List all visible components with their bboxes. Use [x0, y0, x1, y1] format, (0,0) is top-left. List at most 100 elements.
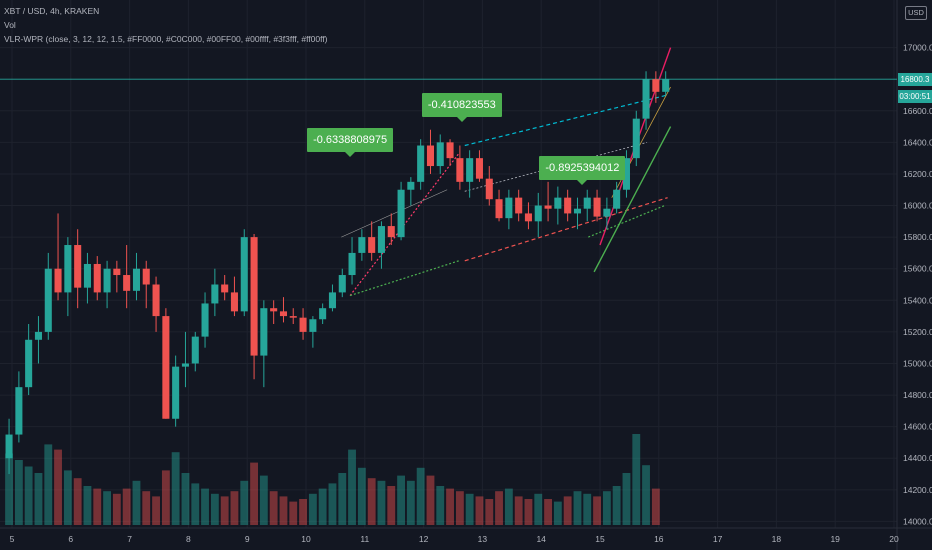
price-tick-label: 15200.0 — [903, 327, 932, 337]
volume-bar — [553, 501, 562, 525]
volume-bar — [318, 488, 327, 525]
candle-body — [652, 79, 660, 92]
volume-bar — [465, 493, 474, 525]
candle-body — [250, 237, 258, 356]
price-tick-label: 17000.0 — [903, 43, 932, 53]
callout-label: -0.410823553 — [421, 92, 502, 122]
candle-body — [554, 197, 562, 209]
volume-bar — [132, 480, 141, 525]
channel-line — [593, 126, 672, 273]
candle-body — [417, 145, 425, 182]
volume-bar — [328, 483, 337, 525]
symbol-title[interactable]: XBT / USD, 4h, KRAKEN — [4, 6, 100, 16]
candle-body — [583, 197, 591, 209]
candle-body — [230, 292, 238, 312]
candle-body — [270, 308, 278, 312]
time-tick-label: 10 — [301, 534, 311, 544]
countdown-tag: 03:00:51 — [898, 90, 932, 103]
volume-bars — [5, 434, 660, 525]
candle-body — [397, 189, 405, 238]
price-tick-label: 15000.0 — [903, 358, 932, 368]
volume-bar — [377, 480, 386, 525]
candle-body — [456, 158, 464, 182]
candle-body — [534, 205, 542, 222]
candle-body — [368, 237, 376, 253]
regression-channels — [0, 47, 897, 297]
price-tick-label: 15400.0 — [903, 295, 932, 305]
time-tick-label: 9 — [245, 534, 250, 544]
channel-line — [464, 197, 668, 262]
volume-bar — [5, 453, 13, 525]
time-tick-label: 7 — [127, 534, 132, 544]
volume-bar — [455, 491, 464, 525]
candle-body — [407, 181, 415, 190]
time-tick-label: 20 — [889, 534, 899, 544]
volume-bar — [397, 475, 405, 525]
time-tick-label: 16 — [654, 534, 664, 544]
volume-bar — [54, 449, 62, 525]
candle-body — [74, 245, 82, 288]
volume-bar — [191, 483, 200, 525]
channel-line — [464, 141, 648, 192]
volume-label[interactable]: Vol — [4, 20, 16, 30]
volume-bar — [475, 496, 484, 525]
volume-bar — [416, 467, 425, 525]
candle-body — [505, 197, 513, 219]
candle-body — [191, 336, 199, 364]
candle-body — [544, 205, 552, 209]
time-tick-label: 17 — [713, 534, 723, 544]
volume-bar — [632, 434, 641, 525]
volume-bar — [210, 493, 219, 525]
time-tick-label: 19 — [830, 534, 840, 544]
candle-body — [221, 284, 229, 293]
candle-body — [172, 366, 180, 419]
volume-bar — [338, 473, 347, 525]
price-tick-label: 14800.0 — [903, 390, 932, 400]
currency-selector[interactable]: USD — [905, 6, 927, 20]
volume-bar — [357, 467, 366, 525]
volume-bar — [122, 488, 131, 525]
callout-label: -0.8925394012 — [539, 156, 626, 185]
candle-body — [573, 208, 582, 214]
candle-body — [603, 208, 611, 217]
time-tick-label: 12 — [419, 534, 429, 544]
volume-bar — [308, 493, 317, 525]
volume-bar — [14, 460, 23, 525]
volume-bar — [534, 493, 543, 525]
chart-legend: XBT / USD, 4h, KRAKEN Vol VLR-WPR (close… — [4, 4, 328, 46]
indicator-label[interactable]: VLR-WPR (close, 3, 12, 12, 1.5, #FF0000,… — [4, 34, 328, 44]
candle-body — [446, 142, 454, 159]
price-axis[interactable]: 14000.0 14200.0 14400.0 14600.0 14800.0 15000… — [903, 43, 932, 527]
candle-body — [485, 178, 493, 200]
candle-body — [260, 308, 268, 356]
price-tick-label: 14200.0 — [903, 485, 932, 495]
volume-bar — [73, 478, 82, 525]
candle-body — [524, 213, 532, 222]
volume-bar — [622, 473, 631, 525]
volume-bar — [495, 491, 503, 525]
volume-bar — [524, 499, 533, 525]
volume-bar — [181, 473, 190, 525]
candle-body — [289, 316, 297, 318]
price-tick-label: 16200.0 — [903, 169, 932, 179]
candle-body — [426, 145, 435, 167]
volume-bar — [583, 493, 592, 525]
volume-bar — [436, 486, 445, 525]
channel-line — [341, 189, 448, 238]
candle-body — [515, 197, 523, 214]
candle-body — [593, 197, 601, 217]
candle-body — [348, 252, 356, 276]
channel-line — [349, 260, 460, 297]
volume-bar — [612, 486, 621, 525]
channel-line — [588, 204, 665, 238]
price-tick-label: 14400.0 — [903, 453, 932, 463]
candle-body — [613, 189, 621, 209]
price-tick-label: 15600.0 — [903, 264, 932, 274]
time-tick-label: 13 — [478, 534, 488, 544]
time-axis[interactable]: 5 6 7 8 9 10 11 12 13 14 15 16 17 18 19 20 — [10, 534, 899, 544]
volume-bar — [406, 480, 415, 525]
price-tick-label: 16000.0 — [903, 201, 932, 211]
candle-body — [152, 284, 160, 317]
volume-bar — [593, 496, 601, 525]
